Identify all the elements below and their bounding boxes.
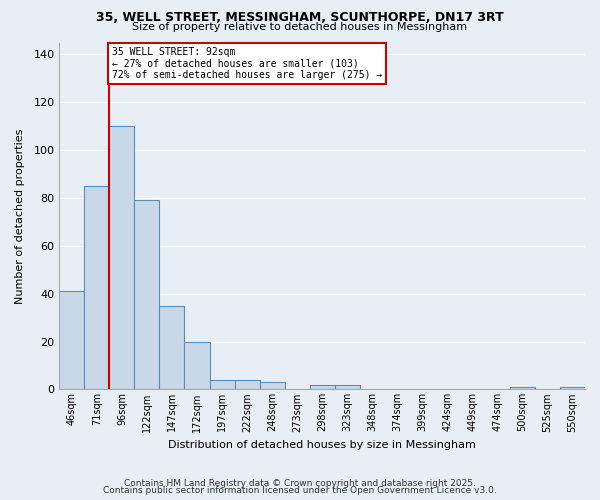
Bar (560, 387, 585, 390)
Bar (209, 380, 235, 390)
Bar (510, 387, 535, 390)
Bar (184, 342, 209, 390)
Bar (134, 200, 160, 390)
Text: Size of property relative to detached houses in Messingham: Size of property relative to detached ho… (133, 22, 467, 32)
Y-axis label: Number of detached properties: Number of detached properties (15, 128, 25, 304)
X-axis label: Distribution of detached houses by size in Messingham: Distribution of detached houses by size … (168, 440, 476, 450)
Bar (160, 306, 184, 390)
Bar (260, 382, 284, 390)
Bar (109, 126, 134, 390)
Bar (59, 292, 85, 390)
Bar (85, 186, 109, 390)
Bar (235, 380, 260, 390)
Text: 35 WELL STREET: 92sqm
← 27% of detached houses are smaller (103)
72% of semi-det: 35 WELL STREET: 92sqm ← 27% of detached … (112, 48, 382, 80)
Bar (335, 384, 360, 390)
Text: Contains public sector information licensed under the Open Government Licence v3: Contains public sector information licen… (103, 486, 497, 495)
Bar (310, 384, 335, 390)
Text: Contains HM Land Registry data © Crown copyright and database right 2025.: Contains HM Land Registry data © Crown c… (124, 478, 476, 488)
Text: 35, WELL STREET, MESSINGHAM, SCUNTHORPE, DN17 3RT: 35, WELL STREET, MESSINGHAM, SCUNTHORPE,… (96, 11, 504, 24)
